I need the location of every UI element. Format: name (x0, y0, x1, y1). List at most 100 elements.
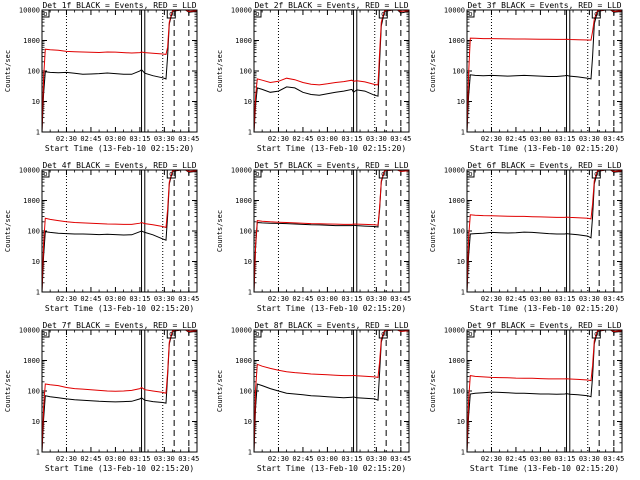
x-tick-label: 03:15 (341, 295, 362, 303)
x-tick-label: 03:15 (554, 135, 575, 143)
y-tick-label: 10 (32, 98, 40, 106)
x-tick-label: 03:15 (554, 295, 575, 303)
x-tick-label: 03:45 (178, 295, 199, 303)
series-line-lld (253, 169, 410, 293)
y-tick-label: 10000 (231, 167, 252, 175)
marker-symbol: o (169, 10, 173, 18)
y-tick-label: 10000 (231, 327, 252, 335)
x-tick-label: 03:30 (154, 455, 175, 463)
y-tick-label: 1 (461, 129, 465, 137)
y-axis-label: Counts/sec (216, 50, 224, 92)
series-line-lld (253, 329, 410, 453)
panel-det-9: Det 9f BLACK = Events, RED = LLD Counts/s… (429, 321, 624, 473)
panel-title: Det 8f BLACK = Events, RED = LLD (254, 321, 408, 330)
x-tick-label: 03:30 (154, 295, 175, 303)
y-tick-label: 10000 (19, 167, 40, 175)
y-tick-label: 10000 (444, 327, 465, 335)
panel-det-3: Det 3f BLACK = Events, RED = LLD Counts/s… (429, 1, 624, 153)
y-tick-label: 1 (248, 449, 252, 457)
y-tick-label: 1 (248, 289, 252, 297)
y-tick-label: 1 (461, 449, 465, 457)
x-tick-label: 02:45 (80, 295, 101, 303)
x-tick-label: 03:30 (154, 135, 175, 143)
x-tick-label: 03:15 (341, 455, 362, 463)
y-tick-label: 10 (244, 418, 252, 426)
marker-symbol: o (468, 10, 472, 18)
panel-title: Det 3f BLACK = Events, RED = LLD (467, 1, 621, 10)
y-tick-label: 1 (36, 129, 40, 137)
y-tick-label: 10 (32, 258, 40, 266)
x-tick-label: 02:30 (56, 455, 77, 463)
y-tick-label: 10 (457, 258, 465, 266)
marker-symbol: o (594, 10, 598, 18)
y-tick-label: 100 (27, 388, 40, 396)
x-axis-label: Start Time (13-Feb-10 02:15:20) (45, 144, 194, 153)
x-tick-label: 03:00 (317, 135, 338, 143)
plot-frame (466, 329, 623, 453)
marker-symbol: o (594, 170, 598, 178)
plot-frame (253, 9, 410, 133)
x-tick-label: 02:45 (505, 135, 526, 143)
x-tick-label: 02:30 (481, 455, 502, 463)
x-tick-label: 03:00 (530, 295, 551, 303)
y-tick-label: 100 (239, 388, 252, 396)
y-tick-label: 1000 (448, 37, 465, 45)
x-tick-label: 03:45 (178, 135, 199, 143)
y-tick-label: 1 (36, 289, 40, 297)
marker-symbol: o (255, 10, 259, 18)
x-tick-label: 03:15 (129, 295, 150, 303)
x-tick-label: 03:15 (129, 455, 150, 463)
y-tick-label: 10000 (444, 7, 465, 15)
marker-symbol: o (43, 330, 47, 338)
x-axis-label: Start Time (13-Feb-10 02:15:20) (470, 464, 619, 473)
marker-symbol: o (468, 170, 472, 178)
panel-det-8: Det 8f BLACK = Events, RED = LLD Counts/s… (216, 321, 411, 473)
panel-title: Det 2f BLACK = Events, RED = LLD (254, 1, 408, 10)
plot-frame (41, 9, 198, 133)
series-line-lld (466, 9, 623, 133)
x-tick-label: 02:45 (292, 135, 313, 143)
plot-frame (253, 329, 410, 453)
x-tick-label: 03:00 (317, 295, 338, 303)
panel-det-6: Det 6f BLACK = Events, RED = LLD Counts/s… (429, 161, 624, 313)
panel-det-4: Det 4f BLACK = Events, RED = LLD Counts/s… (4, 161, 199, 313)
y-tick-label: 10000 (19, 7, 40, 15)
series-line-lld (466, 169, 623, 293)
y-tick-label: 100 (27, 228, 40, 236)
plot-frame (466, 9, 623, 133)
panel-title: Det 9f BLACK = Events, RED = LLD (467, 321, 621, 330)
x-tick-label: 03:45 (390, 135, 411, 143)
plot-frame (41, 169, 198, 293)
y-tick-label: 100 (452, 228, 465, 236)
x-tick-label: 03:30 (579, 135, 600, 143)
y-axis-label: Counts/sec (216, 210, 224, 252)
x-tick-label: 03:30 (366, 135, 387, 143)
panel-det-1: Det 1f BLACK = Events, RED = LLD Counts/s… (4, 1, 199, 153)
x-tick-label: 03:45 (390, 455, 411, 463)
y-tick-label: 10 (457, 98, 465, 106)
panel-title: Det 5f BLACK = Events, RED = LLD (254, 161, 408, 170)
y-tick-label: 1 (248, 129, 252, 137)
x-tick-label: 02:45 (505, 295, 526, 303)
y-tick-label: 1000 (23, 357, 40, 365)
x-tick-label: 03:00 (530, 135, 551, 143)
y-tick-label: 1000 (23, 37, 40, 45)
y-tick-label: 100 (27, 68, 40, 76)
y-tick-label: 10000 (444, 167, 465, 175)
marker-symbol: o (381, 10, 385, 18)
x-tick-label: 02:30 (56, 135, 77, 143)
y-tick-label: 1000 (23, 197, 40, 205)
x-tick-label: 03:30 (579, 455, 600, 463)
x-tick-label: 02:45 (292, 295, 313, 303)
marker-symbol: o (255, 330, 259, 338)
x-tick-label: 03:15 (341, 135, 362, 143)
x-tick-label: 03:00 (530, 455, 551, 463)
x-tick-label: 02:30 (56, 295, 77, 303)
x-tick-label: 03:30 (366, 295, 387, 303)
x-tick-label: 03:45 (603, 135, 624, 143)
y-axis-label: Counts/sec (429, 210, 437, 252)
x-tick-label: 03:00 (105, 455, 126, 463)
x-tick-label: 03:45 (390, 295, 411, 303)
y-tick-label: 100 (452, 388, 465, 396)
y-axis-label: Counts/sec (429, 370, 437, 412)
